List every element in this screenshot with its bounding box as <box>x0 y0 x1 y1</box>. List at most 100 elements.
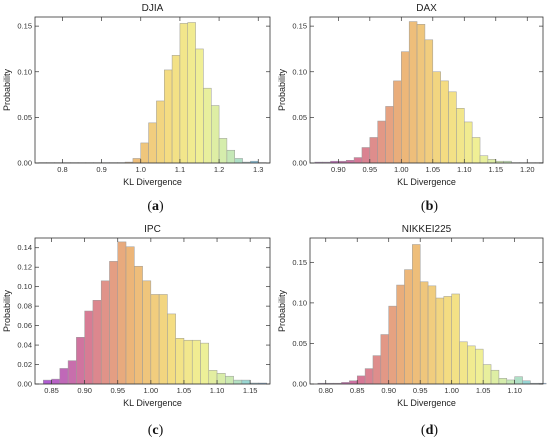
histogram-bar <box>353 157 363 164</box>
histogram-bar <box>150 294 160 385</box>
histogram-bar <box>408 21 418 164</box>
histogram-bar <box>349 380 358 385</box>
y-tick-label: 0.10 <box>17 282 32 291</box>
panel-label: (a) <box>147 199 164 214</box>
y-axis-label: Probability <box>277 289 287 332</box>
histogram-bar <box>385 106 394 164</box>
x-tick-label: 1.00 <box>144 386 159 395</box>
histogram-bar <box>456 108 465 164</box>
x-axis-label: KL Divergence <box>123 177 182 187</box>
y-tick-label: 0.10 <box>292 67 307 76</box>
histogram-bar <box>506 379 515 385</box>
histogram-bar <box>84 310 94 385</box>
histogram-bar <box>164 69 173 164</box>
histogram-bar <box>117 241 127 385</box>
plot-frame <box>34 237 271 385</box>
chart-panel-4: 0.80 0.85 0.90 0.95 1.00 1.05 1.10 0.00 0.05 0.10… <box>277 224 547 438</box>
histogram-bar <box>479 155 489 164</box>
y-tick-label: 0.10 <box>17 67 32 76</box>
y-tick-label: 0.00 <box>292 159 307 168</box>
x-tick-label: 1.00 <box>394 165 409 174</box>
histogram-bar <box>487 159 497 164</box>
histogram-bar <box>183 339 193 385</box>
histogram-bar <box>92 300 102 385</box>
x-axis-label: KL Divergence <box>397 398 456 408</box>
histogram-bar <box>100 280 110 385</box>
histogram-bar <box>225 375 234 385</box>
y-tick-label: 0.10 <box>292 298 307 307</box>
x-tick-label: 0.9 <box>96 165 106 174</box>
x-tick-label: 0.95 <box>363 165 378 174</box>
x-tick-label: 0.8 <box>57 165 67 174</box>
y-tick-label: 0.06 <box>17 321 32 330</box>
histogram-bar <box>200 342 210 385</box>
y-axis-label: Probability <box>2 289 12 332</box>
x-tick-label: 1.10 <box>457 165 472 174</box>
x-tick-label: 1.20 <box>520 165 535 174</box>
histogram-bar <box>345 160 355 164</box>
histogram-bar <box>59 368 69 385</box>
histogram-bar <box>179 23 188 164</box>
histogram-bar <box>380 334 389 385</box>
y-tick-label: 0.02 <box>17 360 32 369</box>
chart-title: DJIA <box>142 3 164 14</box>
y-tick-label: 0.00 <box>292 380 307 389</box>
chart-title: DAX <box>416 3 437 14</box>
plot-frame <box>34 16 271 164</box>
histogram-bar <box>432 71 441 164</box>
y-tick-label: 0.05 <box>292 339 307 348</box>
y-tick-label: 0.15 <box>17 22 32 31</box>
histogram-bar <box>396 284 405 385</box>
histogram-bar <box>416 24 426 164</box>
y-tick-label: 0.00 <box>17 380 32 389</box>
y-tick-label: 0.05 <box>17 113 32 122</box>
histogram-bar <box>404 269 413 385</box>
y-tick-label: 0.15 <box>292 22 307 31</box>
chart-panel-2: 0.90 0.95 1.00 1.05 1.10 1.15 1.20 0.00 0.05 0.10… <box>277 3 544 214</box>
x-tick-label: 0.90 <box>77 386 92 395</box>
histogram-bar <box>475 348 484 385</box>
histogram-bar <box>356 375 366 385</box>
histogram-bar <box>464 121 473 164</box>
histogram-bar <box>424 39 434 164</box>
histogram-bar <box>211 105 220 164</box>
histogram-bar <box>412 244 421 385</box>
histogram-bar <box>142 280 152 385</box>
histogram-bar <box>167 313 176 385</box>
y-tick-label: 0.04 <box>17 341 32 350</box>
x-tick-label: 0.80 <box>318 386 333 395</box>
x-tick-label: 1.05 <box>177 386 192 395</box>
chart-title: NIKKEI225 <box>402 224 452 235</box>
histogram-bar <box>467 345 476 385</box>
histogram-bar <box>171 55 181 164</box>
histogram-bar <box>218 138 228 164</box>
histogram-bar <box>203 87 212 164</box>
histogram-bar <box>448 91 457 164</box>
x-tick-label: 1.1 <box>175 165 185 174</box>
panel-label: (d) <box>421 423 438 438</box>
histogram-bar <box>134 265 143 385</box>
x-tick-label: 1.3 <box>253 165 263 174</box>
histogram-bar <box>369 137 378 164</box>
histogram-bar <box>76 337 85 385</box>
histogram-bar <box>361 147 371 164</box>
histogram-bar <box>498 378 508 385</box>
x-tick-label: 1.10 <box>507 386 522 395</box>
histogram-bar <box>393 80 402 164</box>
y-axis-label: Probability <box>2 68 12 111</box>
histogram-bar <box>401 51 410 164</box>
histogram-bar <box>226 149 235 164</box>
y-tick-label: 0.08 <box>17 302 32 311</box>
x-tick-label: 0.95 <box>413 386 428 395</box>
x-tick-label: 1.15 <box>488 165 503 174</box>
histogram-bar <box>372 355 382 385</box>
y-tick-label: 0.15 <box>292 258 307 267</box>
y-axis-label: Probability <box>277 68 287 111</box>
histogram-bar <box>43 379 52 385</box>
histogram-bar <box>51 378 61 385</box>
chart-title: IPC <box>144 224 161 235</box>
histogram-bar <box>388 305 397 385</box>
histogram-bar <box>132 158 141 164</box>
plot-frame <box>309 237 544 385</box>
